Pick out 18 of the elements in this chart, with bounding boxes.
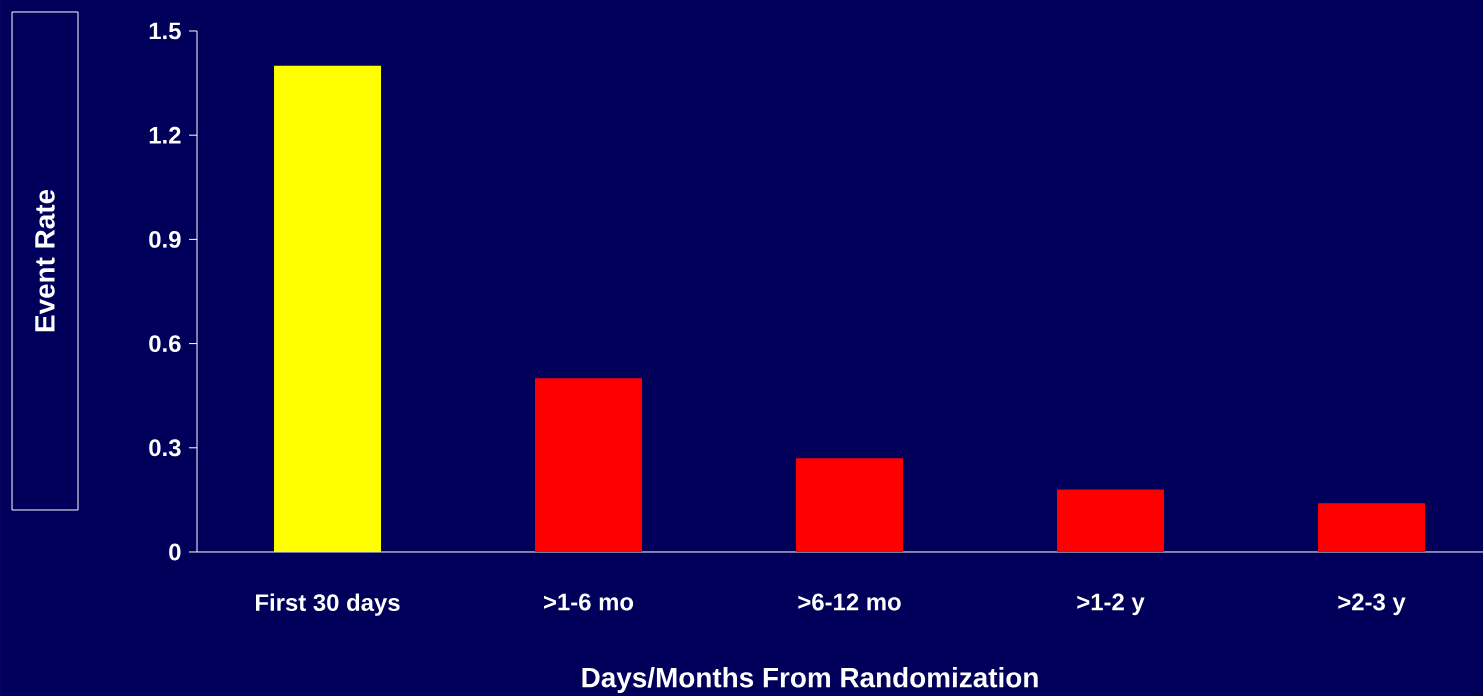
y-tick-label: 1.5 (149, 22, 181, 40)
x-tick-label: >1-2 y (1077, 593, 1145, 616)
y-tick-label: 0 (169, 543, 181, 561)
y-tick-label: 0.6 (149, 335, 181, 353)
bar (535, 378, 643, 552)
bar (1057, 489, 1165, 552)
y-tick-label: 0.3 (149, 439, 181, 457)
y-axis-title: Event Rate (35, 189, 55, 332)
bar (796, 458, 904, 552)
x-tick-label: First 30 days (256, 593, 400, 616)
bar (1318, 503, 1426, 552)
x-tick-label: >2-3 y (1338, 593, 1406, 616)
x-tick-label: >6-12 mo (798, 593, 901, 611)
x-tick-label: >1-6 mo (544, 593, 634, 611)
y-tick-label: 0.9 (149, 230, 181, 248)
bar (274, 65, 382, 552)
y-tick-label: 1.2 (149, 126, 181, 144)
x-axis-title: Days/Months From Randomization (582, 666, 1038, 693)
